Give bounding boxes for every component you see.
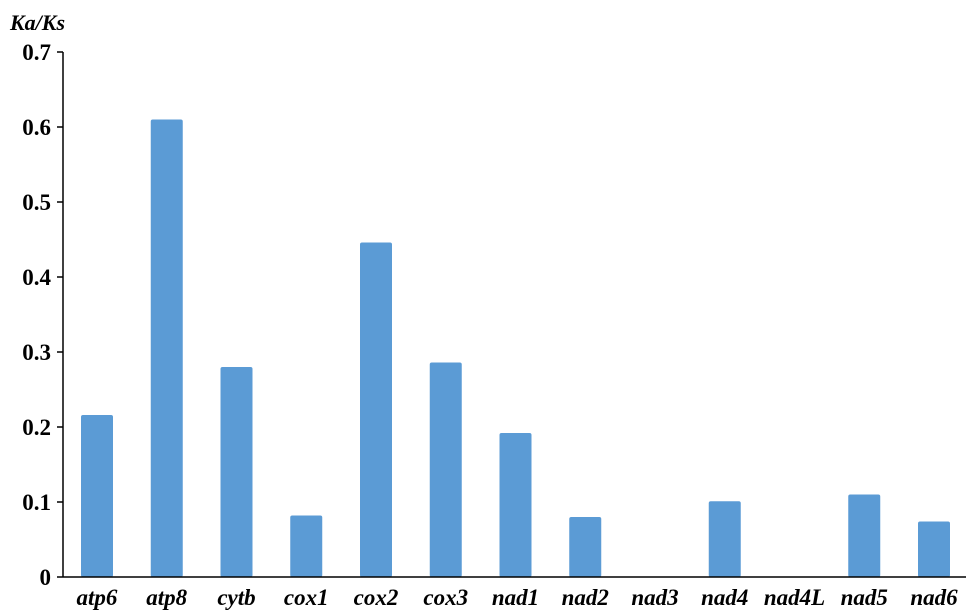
- x-tick-label-cytb: cytb: [217, 585, 255, 610]
- y-tick-label: 0.5: [22, 190, 51, 215]
- x-tick-label-nad4L: nad4L: [764, 585, 825, 610]
- x-tick-label-atp8: atp8: [146, 585, 187, 610]
- bar-nad4: [708, 501, 741, 577]
- x-tick-label-atp6: atp6: [77, 585, 118, 610]
- y-tick-label: 0.6: [22, 115, 51, 140]
- y-tick-label: 0.1: [22, 490, 51, 515]
- x-tick-label-nad3: nad3: [631, 585, 678, 610]
- bar-cox2: [360, 242, 392, 577]
- bar-atp8: [150, 119, 183, 577]
- x-tick-label-nad6: nad6: [910, 585, 958, 610]
- y-tick-label: 0.4: [22, 265, 51, 290]
- x-tick-label-nad5: nad5: [841, 585, 888, 610]
- bar-atp6: [81, 415, 113, 577]
- bar-nad2: [569, 517, 602, 577]
- x-tick-label-cox3: cox3: [423, 585, 468, 610]
- x-tick-label-cox1: cox1: [284, 585, 329, 610]
- y-tick-label: 0.3: [22, 340, 51, 365]
- bar-nad1: [499, 433, 532, 577]
- y-tick-label: 0.7: [22, 40, 51, 65]
- bar-nad6: [918, 521, 950, 577]
- x-tick-label-nad1: nad1: [492, 585, 539, 610]
- bar-cox1: [290, 515, 323, 577]
- bar-nad5: [848, 494, 881, 577]
- x-tick-label-nad2: nad2: [562, 585, 609, 610]
- y-axis-title: Ka/Ks: [9, 10, 65, 35]
- y-axis-ticks: 0 0.1 0.2 0.3 0.4 0.5 0.6 0.7: [22, 40, 63, 590]
- x-axis-labels: atp6 atp8 cytb cox1 cox2 cox3 nad1 nad2 nad3 nad4…: [77, 585, 959, 610]
- x-tick-label-cox2: cox2: [354, 585, 399, 610]
- x-tick-label-nad4: nad4: [701, 585, 748, 610]
- bars: [81, 119, 950, 577]
- bar-cox3: [429, 362, 462, 577]
- bar-cytb: [220, 367, 253, 577]
- y-tick-label: 0: [40, 565, 52, 590]
- y-tick-label: 0.2: [22, 415, 51, 440]
